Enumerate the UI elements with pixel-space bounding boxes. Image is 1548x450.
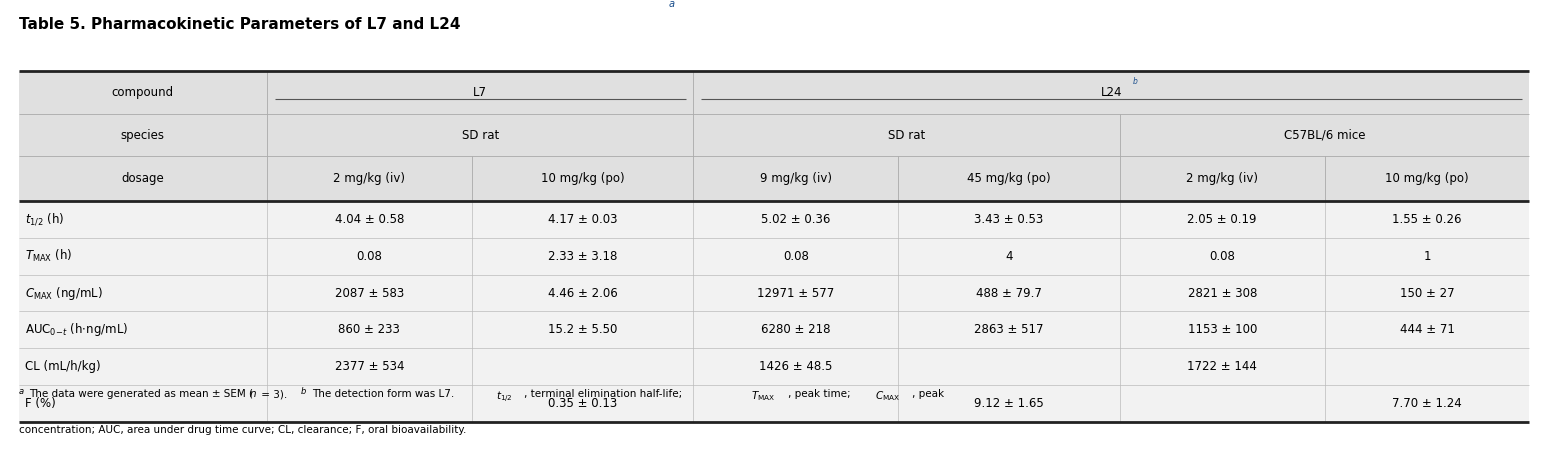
Text: dosage: dosage bbox=[121, 172, 164, 185]
Text: concentration; AUC, area under drug time curve; CL, clearance; F, oral bioavaila: concentration; AUC, area under drug time… bbox=[19, 425, 466, 435]
Text: The detection form was L7.: The detection form was L7. bbox=[311, 390, 457, 400]
Text: $C_{\mathrm{MAX}}$: $C_{\mathrm{MAX}}$ bbox=[875, 390, 901, 403]
Text: SD rat: SD rat bbox=[461, 129, 498, 142]
Text: $T_{\mathrm{MAX}}$ (h): $T_{\mathrm{MAX}}$ (h) bbox=[25, 248, 73, 265]
Text: , peak time;: , peak time; bbox=[788, 390, 854, 400]
Text: 488 ± 79.7: 488 ± 79.7 bbox=[977, 287, 1042, 300]
Text: 9 mg/kg (iv): 9 mg/kg (iv) bbox=[760, 172, 831, 185]
Bar bbox=[19, 71, 1529, 201]
Text: 2 mg/kg (iv): 2 mg/kg (iv) bbox=[1186, 172, 1259, 185]
Text: 15.2 ± 5.50: 15.2 ± 5.50 bbox=[548, 324, 618, 336]
Text: $\mathrm{AUC}_{0\!-\!t}$ (h$\cdot$ng/mL): $\mathrm{AUC}_{0\!-\!t}$ (h$\cdot$ng/mL) bbox=[25, 321, 128, 338]
Text: 4: 4 bbox=[1005, 250, 1012, 263]
Text: 1153 ± 100: 1153 ± 100 bbox=[1187, 324, 1257, 336]
Text: n: n bbox=[249, 390, 257, 400]
Text: $T_{\mathrm{MAX}}$: $T_{\mathrm{MAX}}$ bbox=[751, 390, 776, 403]
Text: CL (mL/h/kg): CL (mL/h/kg) bbox=[25, 360, 101, 373]
Text: SD rat: SD rat bbox=[889, 129, 926, 142]
Text: 45 mg/kg (po): 45 mg/kg (po) bbox=[968, 172, 1051, 185]
Text: Table 5. Pharmacokinetic Parameters of L7 and L24: Table 5. Pharmacokinetic Parameters of L… bbox=[19, 18, 460, 32]
Text: 2821 ± 308: 2821 ± 308 bbox=[1187, 287, 1257, 300]
Text: $t_{1/2}$ (h): $t_{1/2}$ (h) bbox=[25, 212, 63, 227]
Text: 10 mg/kg (po): 10 mg/kg (po) bbox=[540, 172, 624, 185]
Text: The data were generated as mean ± SEM (: The data were generated as mean ± SEM ( bbox=[29, 390, 254, 400]
Text: 1.55 ± 0.26: 1.55 ± 0.26 bbox=[1392, 213, 1461, 226]
Text: 2 mg/kg (iv): 2 mg/kg (iv) bbox=[333, 172, 406, 185]
Text: 2377 ± 534: 2377 ± 534 bbox=[334, 360, 404, 373]
Text: a: a bbox=[669, 0, 675, 9]
Text: , terminal elimination half-life;: , terminal elimination half-life; bbox=[523, 390, 686, 400]
Text: , peak: , peak bbox=[912, 390, 944, 400]
Text: 150 ± 27: 150 ± 27 bbox=[1399, 287, 1454, 300]
Text: 860 ± 233: 860 ± 233 bbox=[339, 324, 401, 336]
Text: $t_{1/2}$: $t_{1/2}$ bbox=[495, 390, 512, 405]
Text: 2.33 ± 3.18: 2.33 ± 3.18 bbox=[548, 250, 618, 263]
Bar bbox=[19, 201, 1529, 422]
Text: a: a bbox=[19, 387, 23, 396]
Text: 3.43 ± 0.53: 3.43 ± 0.53 bbox=[974, 213, 1043, 226]
Text: 1722 ± 144: 1722 ± 144 bbox=[1187, 360, 1257, 373]
Text: 10 mg/kg (po): 10 mg/kg (po) bbox=[1385, 172, 1469, 185]
Text: 12971 ± 577: 12971 ± 577 bbox=[757, 287, 834, 300]
Text: 0.08: 0.08 bbox=[356, 250, 382, 263]
Text: 5.02 ± 0.36: 5.02 ± 0.36 bbox=[762, 213, 831, 226]
Text: 4.04 ± 0.58: 4.04 ± 0.58 bbox=[334, 213, 404, 226]
Text: 6280 ± 218: 6280 ± 218 bbox=[762, 324, 831, 336]
Text: 2.05 ± 0.19: 2.05 ± 0.19 bbox=[1187, 213, 1257, 226]
Text: C57BL/6 mice: C57BL/6 mice bbox=[1283, 129, 1365, 142]
Text: F (%): F (%) bbox=[25, 397, 56, 410]
Text: b: b bbox=[1133, 77, 1138, 86]
Text: 0.35 ± 0.13: 0.35 ± 0.13 bbox=[548, 397, 618, 410]
Text: 4.17 ± 0.03: 4.17 ± 0.03 bbox=[548, 213, 618, 226]
Text: = 3).: = 3). bbox=[257, 390, 289, 400]
Text: 1: 1 bbox=[1423, 250, 1430, 263]
Text: 9.12 ± 1.65: 9.12 ± 1.65 bbox=[974, 397, 1043, 410]
Text: 444 ± 71: 444 ± 71 bbox=[1399, 324, 1455, 336]
Text: b: b bbox=[300, 387, 307, 396]
Text: 0.08: 0.08 bbox=[783, 250, 808, 263]
Text: L24: L24 bbox=[1101, 86, 1122, 99]
Text: 7.70 ± 1.24: 7.70 ± 1.24 bbox=[1392, 397, 1461, 410]
Text: L7: L7 bbox=[474, 86, 488, 99]
Text: 0.08: 0.08 bbox=[1209, 250, 1235, 263]
Text: $C_{\mathrm{MAX}}$ (ng/mL): $C_{\mathrm{MAX}}$ (ng/mL) bbox=[25, 284, 102, 302]
Text: 4.46 ± 2.06: 4.46 ± 2.06 bbox=[548, 287, 618, 300]
Text: 2087 ± 583: 2087 ± 583 bbox=[334, 287, 404, 300]
Text: species: species bbox=[121, 129, 164, 142]
Text: 2863 ± 517: 2863 ± 517 bbox=[974, 324, 1043, 336]
Text: 1426 ± 48.5: 1426 ± 48.5 bbox=[759, 360, 833, 373]
Text: compound: compound bbox=[111, 86, 173, 99]
